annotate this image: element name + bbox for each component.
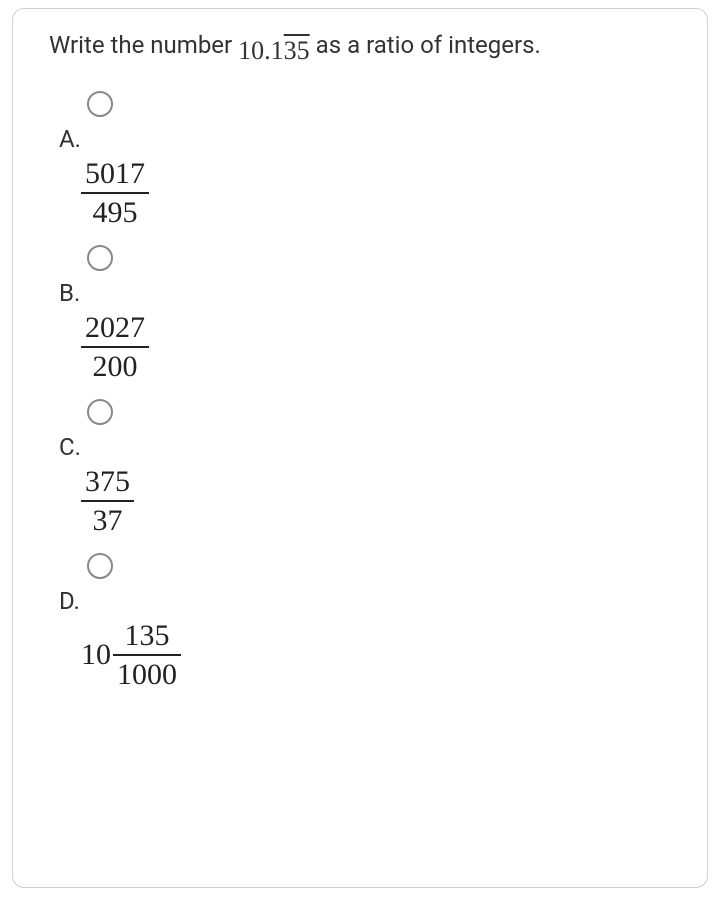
numerator-a: 5017 xyxy=(81,157,149,192)
option-a: A. 5017 495 xyxy=(55,91,683,229)
question-text: Write the number 10.135 as a ratio of in… xyxy=(49,27,683,63)
radio-b[interactable] xyxy=(87,245,113,271)
option-letter-a: A. xyxy=(59,125,683,153)
denominator-c: 37 xyxy=(89,502,127,537)
denominator-b: 200 xyxy=(89,348,142,383)
fraction-a: 5017 495 xyxy=(81,157,149,229)
numerator-b: 2027 xyxy=(81,311,149,346)
radio-c[interactable] xyxy=(87,399,113,425)
fraction-b: 2027 200 xyxy=(81,311,149,383)
numerator-c: 375 xyxy=(81,465,134,500)
option-d: D. 10 135 1000 xyxy=(55,553,683,691)
question-decimal: 10.135 xyxy=(238,33,310,69)
option-c: C. 375 37 xyxy=(55,399,683,537)
option-letter-c: C. xyxy=(59,433,683,461)
whole-d: 10 xyxy=(81,638,111,672)
option-letter-d: D. xyxy=(59,587,683,615)
radio-a[interactable] xyxy=(87,91,113,117)
fraction-c: 375 37 xyxy=(81,465,134,537)
option-letter-b: B. xyxy=(59,279,683,307)
denominator-d: 1000 xyxy=(113,656,181,691)
radio-d[interactable] xyxy=(87,553,113,579)
question-card: Write the number 10.135 as a ratio of in… xyxy=(12,8,708,888)
decimal-whole: 10.1 xyxy=(238,36,284,65)
question-suffix: as a ratio of integers. xyxy=(316,29,541,63)
mixed-d: 10 135 1000 xyxy=(81,619,181,691)
denominator-a: 495 xyxy=(89,194,142,229)
option-b: B. 2027 200 xyxy=(55,245,683,383)
fraction-d: 135 1000 xyxy=(113,619,181,691)
decimal-repeating: 35 xyxy=(284,36,310,65)
question-prefix: Write the number xyxy=(49,29,232,63)
numerator-d: 135 xyxy=(121,619,174,654)
